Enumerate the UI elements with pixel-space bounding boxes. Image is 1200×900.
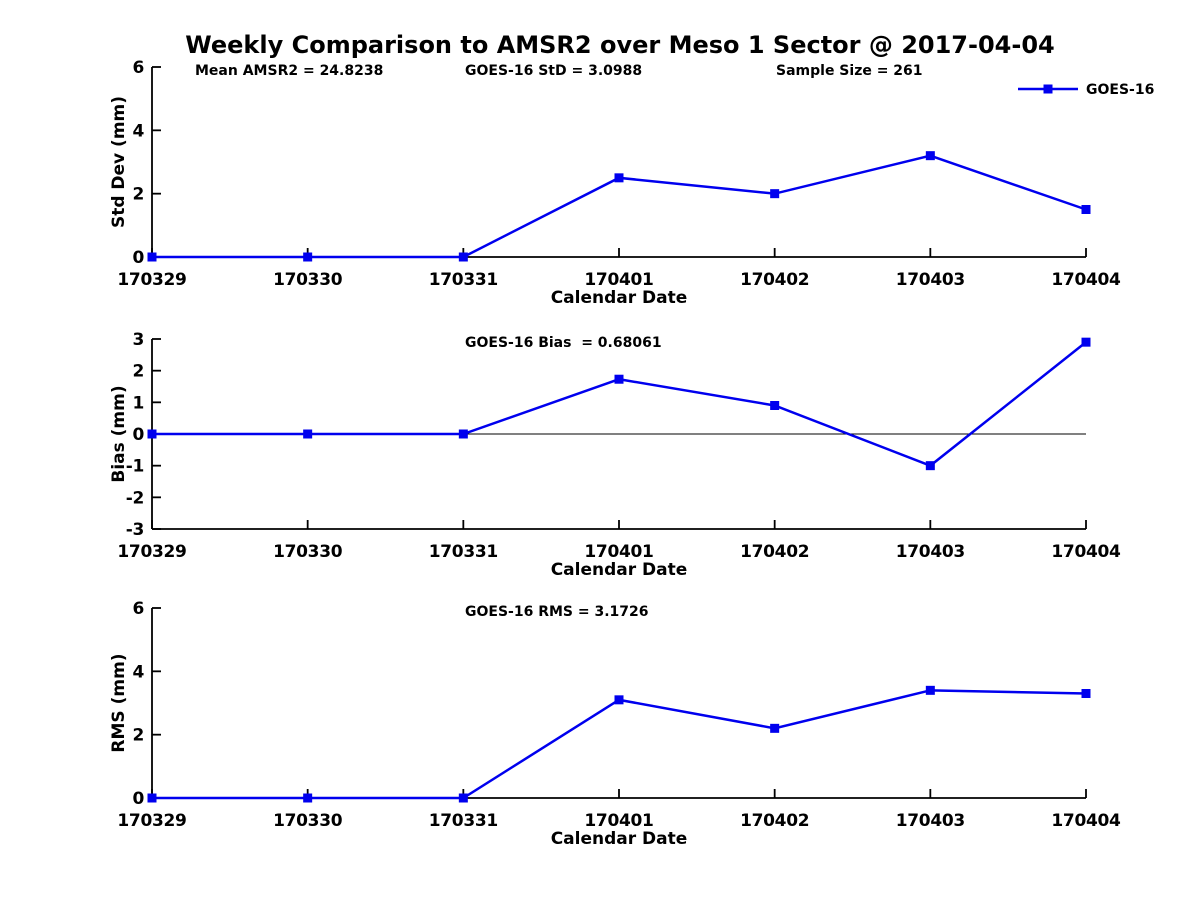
- y-tick-label: 3: [132, 330, 144, 350]
- x-tick-label: 170331: [429, 811, 498, 831]
- data-point-marker: [614, 374, 624, 384]
- y-axis-title: Std Dev (mm): [109, 96, 129, 228]
- y-tick-label: 4: [132, 121, 144, 141]
- data-point-marker: [925, 461, 935, 471]
- x-tick-label: 170402: [740, 270, 809, 290]
- data-point-marker: [303, 793, 313, 803]
- y-tick-label: 2: [132, 362, 144, 382]
- data-point-marker: [1081, 337, 1091, 347]
- x-tick-label: 170401: [584, 542, 653, 562]
- y-tick-label: 1: [132, 393, 144, 413]
- data-point-marker: [770, 401, 780, 410]
- y-tick-label: -2: [126, 488, 144, 508]
- x-axis-title: Calendar Date: [551, 560, 688, 580]
- data-point-marker: [303, 252, 313, 262]
- data-point-marker: [458, 793, 468, 803]
- data-point-marker: [614, 695, 624, 705]
- x-tick-label: 170403: [896, 270, 965, 290]
- y-tick-label: 6: [132, 599, 144, 619]
- data-point-marker: [147, 793, 157, 803]
- y-tick-label: 0: [132, 425, 144, 445]
- figure-title: Weekly Comparison to AMSR2 over Meso 1 S…: [185, 31, 1055, 59]
- data-point-marker: [458, 252, 468, 262]
- y-tick-label: 2: [132, 185, 144, 205]
- x-tick-label: 170329: [117, 542, 186, 562]
- annotation: GOES-16 Bias = 0.68061: [465, 335, 662, 351]
- x-tick-label: 170331: [429, 270, 498, 290]
- x-tick-label: 170331: [429, 542, 498, 562]
- data-point-marker: [147, 429, 157, 439]
- data-point-marker: [1081, 689, 1091, 698]
- data-point-marker: [458, 429, 468, 439]
- subplot-rms-mm: 0 2 4 6 170329 170330 170331 170401 170402 170403…: [109, 599, 1121, 849]
- x-tick-label: 170401: [584, 270, 653, 290]
- x-tick-label: 170402: [740, 811, 809, 831]
- y-tick-label: 6: [132, 58, 144, 78]
- y-tick-label: 0: [132, 789, 144, 809]
- annotation: GOES-16 StD = 3.0988: [465, 63, 642, 79]
- x-tick-label: 170404: [1051, 542, 1121, 562]
- x-tick-label: 170330: [273, 542, 343, 562]
- x-tick-label: 170404: [1051, 811, 1121, 831]
- x-tick-label: 170330: [273, 270, 343, 290]
- series-line: [152, 689, 1087, 800]
- data-point-marker: [770, 723, 780, 733]
- subplot-std-dev-mm: 0 2 4 6 170329 170330 170331 170401 170402 170403…: [109, 58, 1154, 308]
- x-tick-label: 170403: [896, 811, 965, 831]
- data-point-marker: [770, 189, 780, 199]
- data-point-marker: [1081, 205, 1091, 214]
- legend-marker: [1043, 84, 1053, 94]
- y-tick-label: -3: [126, 520, 144, 540]
- y-tick-label: 2: [132, 726, 144, 746]
- series-line: [152, 154, 1087, 259]
- data-point-marker: [925, 685, 935, 695]
- annotation: GOES-16 RMS = 3.1726: [465, 604, 649, 620]
- x-tick-label: 170403: [896, 542, 965, 562]
- x-tick-label: 170404: [1051, 270, 1121, 290]
- x-tick-label: 170402: [740, 542, 809, 562]
- x-axis-title: Calendar Date: [551, 288, 688, 308]
- legend: GOES-16: [1018, 82, 1154, 98]
- x-tick-label: 170329: [117, 270, 186, 290]
- y-axis-title: Bias (mm): [109, 385, 129, 482]
- x-tick-label: 170401: [584, 811, 653, 831]
- y-tick-label: 0: [132, 248, 144, 268]
- data-point-marker: [147, 252, 157, 262]
- annotation: Sample Size = 261: [776, 63, 923, 79]
- y-tick-label: 4: [132, 662, 144, 682]
- data-point-marker: [925, 151, 935, 161]
- x-axis-title: Calendar Date: [551, 829, 688, 849]
- x-tick-label: 170330: [273, 811, 343, 831]
- x-tick-label: 170329: [117, 811, 186, 831]
- data-point-marker: [614, 173, 624, 183]
- legend-label: GOES-16: [1086, 82, 1154, 98]
- data-point-marker: [303, 429, 313, 439]
- series-line: [152, 341, 1087, 468]
- y-tick-label: -1: [126, 457, 144, 477]
- subplot-bias-mm: -3 -2 -1 0 1 2 3 170329 170330 170331 170401 170402…: [109, 330, 1121, 580]
- y-axis-title: RMS (mm): [109, 653, 129, 752]
- annotation: Mean AMSR2 = 24.8238: [195, 63, 383, 79]
